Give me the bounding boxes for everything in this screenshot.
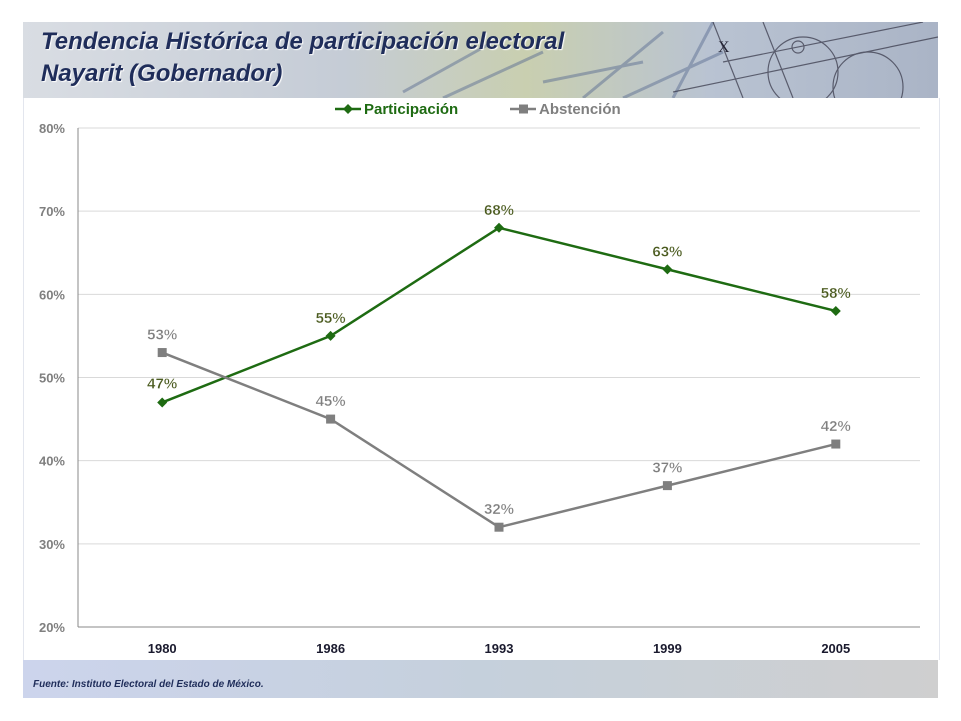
x-tick-label: 1999 [653,641,682,656]
legend-label: Abstención [539,101,621,118]
data-label: 63% [652,243,682,260]
data-label: 53% [147,327,177,344]
footer-band: Fuente: Instituto Electoral del Estado d… [23,660,938,698]
data-point [494,522,504,532]
header-banner: X Tendencia Histórica de participación e… [23,22,938,98]
y-tick-label: 70% [39,204,65,219]
chart-frame [23,98,940,660]
series-line-0 [161,226,837,404]
svg-text:X: X [718,39,730,56]
data-label: 32% [484,501,514,518]
data-point [326,414,336,424]
data-label: 42% [821,418,851,435]
line-chart: 20% 30% 40% 50% 60% 70% 80% 1980 1986 1993 1999 200… [39,101,920,656]
data-label: 55% [316,310,346,327]
y-tick-label: 50% [39,371,65,386]
y-tick-label: 80% [39,121,65,136]
title-line-2: Nayarit (Gobernador) [41,60,283,87]
data-point [662,481,672,491]
data-point [830,305,841,316]
legend-marker [519,104,528,114]
y-tick-label: 20% [39,620,65,635]
x-tick-label: 1980 [148,641,177,656]
y-tick-label: 60% [39,287,65,302]
data-point [494,222,504,233]
legend-label: Participación [364,101,458,118]
data-point [325,330,336,341]
data-point [157,397,168,408]
data-point [662,264,673,275]
legend-marker [343,104,353,114]
y-tick-label: 40% [39,454,65,469]
title-line-1: Tendencia Histórica de participación ele… [41,28,565,55]
x-tick-label: 1986 [316,641,345,656]
banner-decoration: X [402,22,938,98]
data-label: 45% [316,393,346,410]
data-label: 68% [484,202,514,219]
data-label: 58% [821,285,851,302]
data-point [157,348,167,358]
data-point [831,439,841,449]
data-label: 47% [147,375,177,392]
source-note: Fuente: Instituto Electoral del Estado d… [33,679,264,690]
y-tick-label: 30% [39,537,65,552]
x-tick-label: 2005 [821,641,850,656]
x-tick-label: 1993 [485,641,514,656]
data-label: 37% [652,460,682,477]
